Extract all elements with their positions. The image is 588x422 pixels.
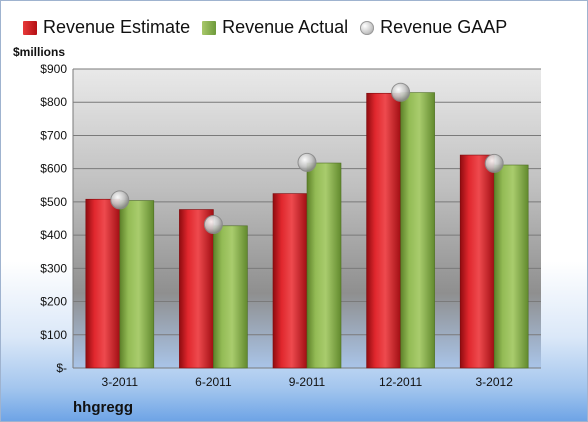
y-tick-label: $800 — [40, 95, 67, 109]
marker-revenue-gaap — [297, 152, 317, 172]
legend-swatch-actual — [202, 20, 217, 35]
x-tick-label: 3-2011 — [102, 375, 139, 389]
legend-swatch-estimate — [23, 20, 37, 35]
y-tick-label: $700 — [40, 128, 67, 142]
y-tick-label: $100 — [40, 328, 67, 342]
legend-label-gaap: Revenue GAAP — [380, 17, 508, 37]
y-tick-label: $- — [56, 361, 67, 375]
x-tick-label: 9-2011 — [289, 375, 326, 389]
bar-revenue-estimate — [179, 209, 214, 369]
bar-revenue-actual — [306, 162, 342, 369]
bar-revenue-estimate — [272, 193, 308, 369]
bar-revenue-actual — [400, 92, 435, 369]
bar-revenue-actual — [119, 200, 155, 369]
legend-swatch-gaap — [360, 20, 375, 35]
legend: Revenue Estimate Revenue Actual Revenue … — [23, 17, 519, 38]
marker-revenue-gaap — [203, 214, 223, 234]
marker-revenue-gaap — [110, 190, 130, 210]
marker-revenue-gaap — [391, 82, 411, 102]
bar-revenue-actual — [493, 164, 529, 369]
bar-revenue-estimate — [366, 92, 401, 369]
legend-label-estimate: Revenue Estimate — [43, 17, 191, 37]
legend-label-actual: Revenue Actual — [222, 17, 349, 37]
y-tick-label: $500 — [40, 195, 67, 209]
y-axis-label: $millions — [13, 45, 65, 59]
legend-item-estimate: Revenue Estimate — [23, 17, 190, 38]
y-tick-label: $600 — [40, 162, 67, 176]
y-tick-label: $300 — [40, 261, 67, 275]
y-tick-label: $400 — [40, 228, 67, 242]
legend-item-gaap: Revenue GAAP — [360, 17, 507, 38]
company-name: hhgregg — [73, 399, 133, 416]
legend-item-actual: Revenue Actual — [202, 17, 348, 38]
x-tick-label: 6-2011 — [195, 375, 232, 389]
y-tick-label: $200 — [40, 295, 67, 309]
x-tick-label: 12-2011 — [379, 375, 422, 389]
bar-revenue-estimate — [85, 198, 121, 369]
marker-revenue-gaap — [484, 153, 504, 173]
x-tick-label: 3-2012 — [476, 375, 514, 389]
bar-revenue-actual — [213, 225, 248, 369]
bar-revenue-estimate — [459, 154, 495, 369]
y-tick-label: $900 — [40, 62, 67, 76]
